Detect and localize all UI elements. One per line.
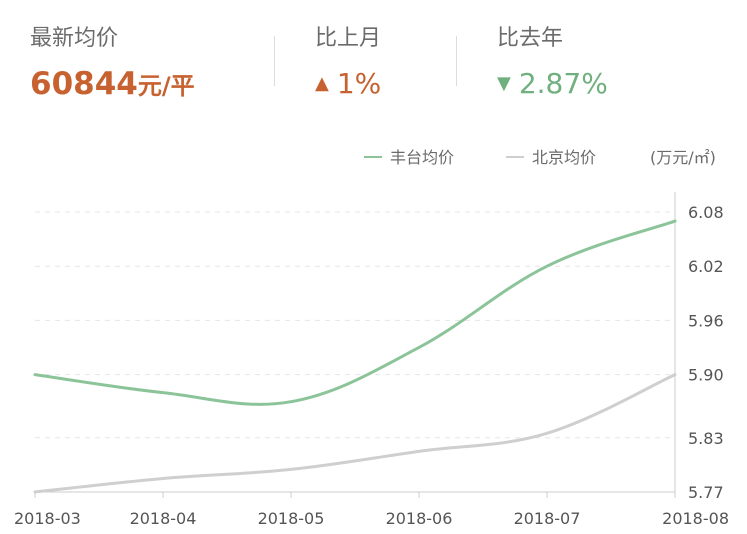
legend-item-beijing: 北京均价 (506, 144, 596, 168)
series-line-fengtai (33, 219, 677, 406)
up-arrow-icon: ▲ (315, 73, 329, 94)
series-line-beijing (33, 373, 677, 494)
yoy-value: 2.87% (518, 67, 608, 100)
stat-divider (274, 36, 275, 86)
y-tick-label: 5.77 (688, 483, 724, 502)
x-tick-label: 2018-03 (14, 509, 81, 528)
latest-price-unit: 元/平 (137, 72, 195, 100)
month-over-month-stat: 比上月 ▲ 1% (315, 24, 381, 104)
stat-divider (456, 36, 457, 86)
latest-price-value-row: 60844元/平 (30, 64, 195, 106)
legend-item-fengtai: 丰台均价 (364, 144, 454, 168)
legend-swatch (506, 156, 524, 158)
year-over-year-stat: 比去年 ▼ 2.87% (497, 24, 608, 104)
yoy-label: 比去年 (497, 26, 564, 51)
down-arrow-icon: ▼ (497, 73, 511, 94)
x-tick-label: 2018-08 (662, 509, 729, 528)
latest-price-label: 最新均价 (30, 26, 119, 51)
mom-value-row: ▲ 1% (315, 64, 381, 104)
y-tick-label: 5.96 (688, 311, 724, 330)
y-tick-label: 5.83 (688, 429, 724, 448)
x-tick-label: 2018-07 (514, 509, 581, 528)
yoy-value-row: ▼ 2.87% (497, 64, 608, 104)
y-tick-label: 5.90 (688, 366, 724, 385)
legend-label: 北京均价 (532, 148, 597, 167)
unit-label: (万元/㎡) (650, 148, 716, 167)
x-tick-label: 2018-05 (258, 509, 325, 528)
legend-label: 丰台均价 (390, 148, 455, 167)
latest-price-value: 60844 (30, 66, 138, 102)
y-tick-label: 6.02 (688, 257, 724, 276)
x-tick-label: 2018-04 (130, 509, 197, 528)
legend-swatch (364, 156, 382, 158)
latest-price-stat: 最新均价 60844元/平 (30, 24, 195, 106)
mom-value: 1% (336, 67, 382, 100)
x-tick-label: 2018-06 (386, 509, 453, 528)
y-tick-label: 6.08 (688, 203, 724, 222)
mom-label: 比上月 (315, 26, 382, 51)
